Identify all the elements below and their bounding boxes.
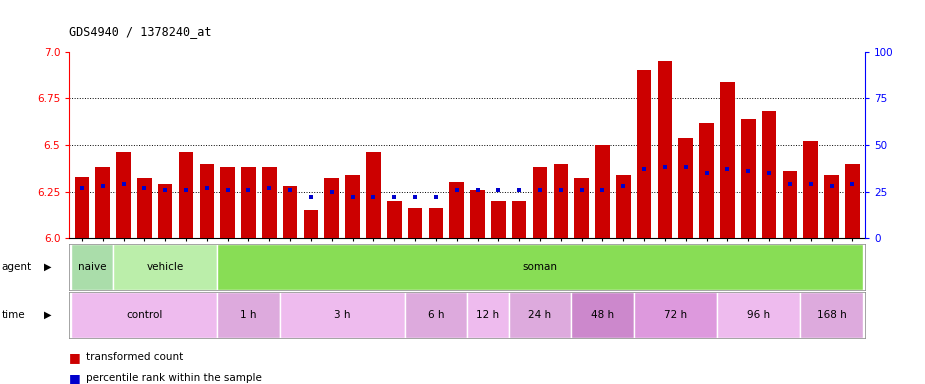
Text: 168 h: 168 h [817,310,846,320]
Text: 3 h: 3 h [334,310,351,320]
Bar [699,122,714,238]
Bar [741,119,756,238]
Bar [262,167,277,238]
Text: agent: agent [2,262,32,272]
Bar [658,61,672,238]
Bar [533,167,548,238]
Bar [470,190,485,238]
Bar [345,175,360,238]
Bar [217,244,863,290]
Text: ▶: ▶ [44,310,52,320]
Text: time: time [2,310,26,320]
Bar [595,145,610,238]
Text: 48 h: 48 h [591,310,614,320]
Bar [71,292,217,338]
Bar [634,292,717,338]
Bar [824,175,839,238]
Text: 96 h: 96 h [747,310,771,320]
Bar [572,292,634,338]
Text: 1 h: 1 h [240,310,257,320]
Bar [71,244,113,290]
Text: GDS4940 / 1378240_at: GDS4940 / 1378240_at [69,25,212,38]
Bar [717,292,800,338]
Bar [762,111,776,238]
Text: 6 h: 6 h [427,310,444,320]
Bar [325,179,339,238]
Bar [553,164,568,238]
Text: ▶: ▶ [44,262,52,272]
Bar [179,152,193,238]
Bar [783,171,797,238]
Bar [491,201,506,238]
Bar [241,167,255,238]
Bar [117,152,130,238]
Bar [404,292,467,338]
Text: 12 h: 12 h [476,310,500,320]
Bar [75,177,89,238]
Bar [450,182,464,238]
Bar [616,175,631,238]
Bar [113,244,217,290]
Bar [804,141,818,238]
Bar [387,201,401,238]
Text: control: control [126,310,163,320]
Bar [303,210,318,238]
Text: vehicle: vehicle [146,262,184,272]
Text: percentile rank within the sample: percentile rank within the sample [86,373,262,383]
Bar [509,292,572,338]
Bar [467,292,509,338]
Bar [679,137,693,238]
Bar [574,179,589,238]
Bar [158,184,172,238]
Text: 72 h: 72 h [664,310,687,320]
Bar [800,292,863,338]
Text: ■: ■ [69,372,81,384]
Bar [137,179,152,238]
Bar [845,164,859,238]
Bar [283,186,298,238]
Bar [279,292,404,338]
Bar [512,201,526,238]
Bar [220,167,235,238]
Bar [366,152,381,238]
Bar [428,208,443,238]
Text: soman: soman [523,262,558,272]
Text: ■: ■ [69,351,81,364]
Bar [217,292,279,338]
Bar [636,70,651,238]
Bar [200,164,214,238]
Bar [95,167,110,238]
Text: transformed count: transformed count [86,352,183,362]
Text: naive: naive [78,262,106,272]
Bar [721,82,734,238]
Bar [408,208,423,238]
Text: 24 h: 24 h [528,310,551,320]
